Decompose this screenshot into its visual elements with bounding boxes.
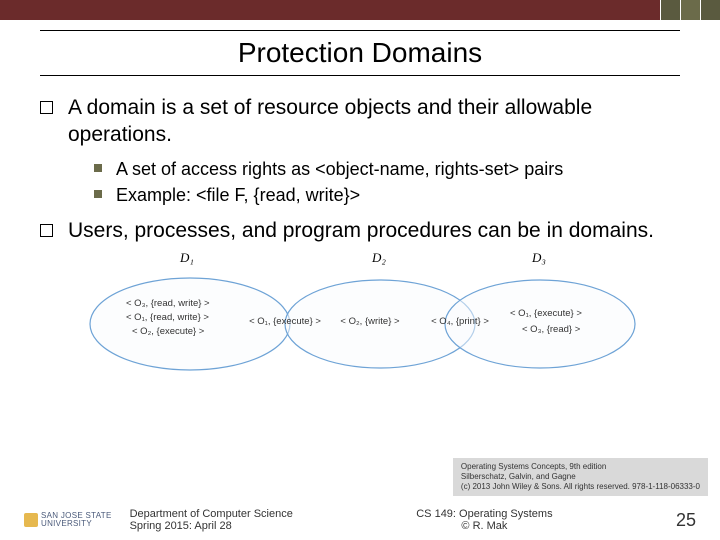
domain-label-d1: D₁ (180, 250, 194, 266)
citation-line: Silberschatz, Galvin, and Gagne (461, 472, 700, 482)
accent-block (700, 0, 720, 20)
slide: Protection Domains A domain is a set of … (0, 0, 720, 540)
svg-text:< O₁, {read, write} >: < O₁, {read, write} > (126, 312, 209, 323)
term-date: Spring 2015: April 28 (130, 520, 293, 532)
bullet-1: A domain is a set of resource objects an… (40, 94, 680, 207)
accent-maroon (0, 0, 660, 20)
slide-footer: SAN JOSE STATE UNIVERSITY Department of … (0, 508, 720, 532)
accent-block (680, 0, 700, 20)
slide-title: Protection Domains (40, 30, 680, 76)
citation-box: Operating Systems Concepts, 9th edition … (453, 458, 708, 496)
domain-label-d2: D₂ (372, 250, 386, 266)
logo-sub: UNIVERSITY (41, 520, 112, 528)
footer-left: Department of Computer Science Spring 20… (130, 508, 293, 532)
title-container: Protection Domains (0, 30, 720, 76)
diagram-container: D₁ D₂ D₃ < O₃, {read, write} >< O₁, {rea… (40, 254, 680, 374)
citation-line: (c) 2013 John Wiley & Sons. All rights r… (461, 482, 700, 492)
venn-diagram: D₁ D₂ D₃ < O₃, {read, write} >< O₁, {rea… (80, 254, 640, 374)
accent-block (660, 0, 680, 20)
page-number: 25 (676, 510, 696, 531)
accent-blocks (660, 0, 720, 20)
course-name: CS 149: Operating Systems (416, 508, 552, 520)
dept-name: Department of Computer Science (130, 508, 293, 520)
bullet-2: Users, processes, and program procedures… (40, 217, 680, 244)
top-accent-bar (0, 0, 720, 20)
venn-svg: < O₃, {read, write} > < O₁, {read, write}… (80, 254, 640, 374)
citation-line: Operating Systems Concepts, 9th edition (461, 462, 700, 472)
domain-label-d3: D₃ (532, 250, 546, 266)
logo-icon (24, 513, 38, 527)
svg-text:< O₃, {read, write} >: < O₃, {read, write} > (126, 298, 210, 309)
copyright: © R. Mak (461, 520, 507, 532)
svg-text:< O₁, {execute} >: < O₁, {execute} > (510, 308, 582, 319)
svg-text:< O₄, {print} >: < O₄, {print} > (431, 316, 489, 327)
svg-text:< O₃, {read} >: < O₃, {read} > (522, 324, 581, 335)
svg-text:< O₂, {write} >: < O₂, {write} > (340, 316, 400, 327)
bullet-1-2: Example: <file F, {read, write}> (94, 183, 680, 207)
svg-text:< O₁, {execute} >: < O₁, {execute} > (249, 316, 321, 327)
footer-center: CS 149: Operating Systems © R. Mak (293, 508, 676, 532)
bullet-1-1: A set of access rights as <object-name, … (94, 157, 680, 181)
bullet-1-text: A domain is a set of resource objects an… (68, 96, 592, 146)
sjsu-logo: SAN JOSE STATE UNIVERSITY (24, 512, 112, 528)
svg-text:< O₂, {execute} >: < O₂, {execute} > (132, 326, 205, 337)
